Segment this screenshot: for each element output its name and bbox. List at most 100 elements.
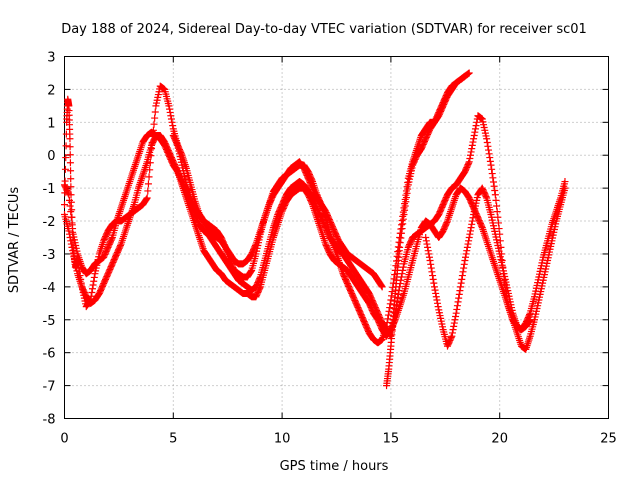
y-tick-label: -1 <box>43 182 56 197</box>
data-point-marker <box>486 157 494 165</box>
data-point-marker <box>459 268 467 276</box>
data-point-marker <box>397 234 405 242</box>
data-point-marker <box>90 277 98 285</box>
y-tick-label: 0 <box>47 149 55 164</box>
data-point-marker <box>165 102 173 110</box>
data-point-marker <box>466 155 474 163</box>
data-point-marker <box>169 122 177 130</box>
data-point-marker <box>143 194 151 202</box>
data-point-marker <box>492 196 500 204</box>
data-point-marker <box>67 208 75 216</box>
data-point-marker <box>168 118 176 126</box>
y-tick-label: -4 <box>43 281 56 296</box>
data-point-marker <box>467 224 475 232</box>
y-tick-label: -2 <box>43 215 56 230</box>
data-point-marker <box>461 72 469 80</box>
data-point-marker <box>427 264 435 272</box>
data-point-marker <box>433 296 441 304</box>
data-point-marker <box>426 257 434 265</box>
data-point-marker <box>386 304 394 312</box>
data-point-marker <box>402 194 410 202</box>
data-point-marker <box>66 143 74 151</box>
data-point-marker <box>401 206 409 214</box>
data-point-marker <box>398 217 406 225</box>
data-point-marker <box>385 307 393 315</box>
data-point-marker <box>448 329 456 337</box>
x-tick-label: 25 <box>600 432 617 447</box>
data-point-marker <box>397 221 405 229</box>
data-point-marker <box>66 151 74 159</box>
data-point-marker <box>61 201 68 209</box>
data-point-marker <box>486 154 494 162</box>
data-point-marker <box>143 195 151 203</box>
data-point-marker <box>466 227 474 235</box>
data-point-marker <box>468 145 476 153</box>
data-point-marker <box>455 290 463 298</box>
data-point-marker <box>450 319 458 327</box>
data-point-marker <box>167 115 175 123</box>
data-point-marker <box>447 334 455 342</box>
data-point-marker <box>489 174 497 182</box>
data-point-marker <box>465 69 473 77</box>
data-point-marker <box>422 234 430 241</box>
data-point-marker <box>378 282 386 290</box>
data-point-marker <box>466 230 474 238</box>
data-point-marker <box>561 178 569 186</box>
data-point-marker <box>256 284 264 292</box>
data-point-marker <box>484 142 492 150</box>
data-point-marker <box>67 240 75 248</box>
data-point-marker <box>456 287 464 295</box>
data-point-marker <box>65 196 73 204</box>
data-point-marker <box>429 275 437 283</box>
data-point-marker <box>434 299 442 307</box>
data-point-marker <box>396 239 404 247</box>
data-point-marker <box>489 178 497 186</box>
data-point-marker <box>430 279 438 287</box>
data-point-marker <box>308 199 316 207</box>
data-point-marker <box>462 253 470 261</box>
x-tick-label: 0 <box>60 432 68 447</box>
data-point-marker <box>483 139 491 147</box>
data-point-marker <box>108 235 116 243</box>
data-point-marker <box>400 210 408 218</box>
data-point-marker <box>468 217 476 225</box>
data-point-marker <box>453 302 461 310</box>
plot-frame <box>64 56 609 419</box>
data-point-marker <box>487 161 495 169</box>
data-point-marker <box>461 257 469 265</box>
data-point-marker <box>449 326 457 334</box>
data-point-marker <box>69 247 77 255</box>
data-point-marker <box>457 283 465 291</box>
data-point-marker <box>453 305 461 313</box>
x-tick-label: 20 <box>491 432 508 447</box>
data-point-marker <box>65 227 73 235</box>
data-point-marker <box>173 166 181 174</box>
y-tick-label: -6 <box>43 347 56 362</box>
data-point-marker <box>67 175 75 183</box>
chart-title: Day 188 of 2024, Sidereal Day-to-day VTE… <box>61 22 587 37</box>
data-point-marker <box>490 182 498 190</box>
data-point-marker <box>423 240 431 248</box>
data-point-marker <box>66 202 74 210</box>
data-point-marker <box>425 253 433 261</box>
data-point-marker <box>491 191 499 199</box>
data-point-marker <box>467 148 475 156</box>
x-axis-label: GPS time / hours <box>280 459 389 474</box>
data-point-marker <box>145 173 153 181</box>
series-track-6 <box>422 178 569 350</box>
data-point-marker <box>478 222 486 230</box>
data-point-marker <box>144 187 152 195</box>
data-point-marker <box>488 165 496 173</box>
data-marks <box>61 69 569 390</box>
data-point-marker <box>465 237 473 245</box>
data-point-marker <box>166 108 174 116</box>
data-point-marker <box>431 286 439 294</box>
data-point-marker <box>494 213 502 221</box>
data-point-marker <box>472 122 480 130</box>
y-tick-label: 1 <box>47 116 55 131</box>
data-point-marker <box>471 125 479 133</box>
data-point-marker <box>62 142 70 150</box>
series-track-4 <box>169 131 386 291</box>
data-point-marker <box>388 292 396 300</box>
data-point-marker <box>386 300 394 308</box>
